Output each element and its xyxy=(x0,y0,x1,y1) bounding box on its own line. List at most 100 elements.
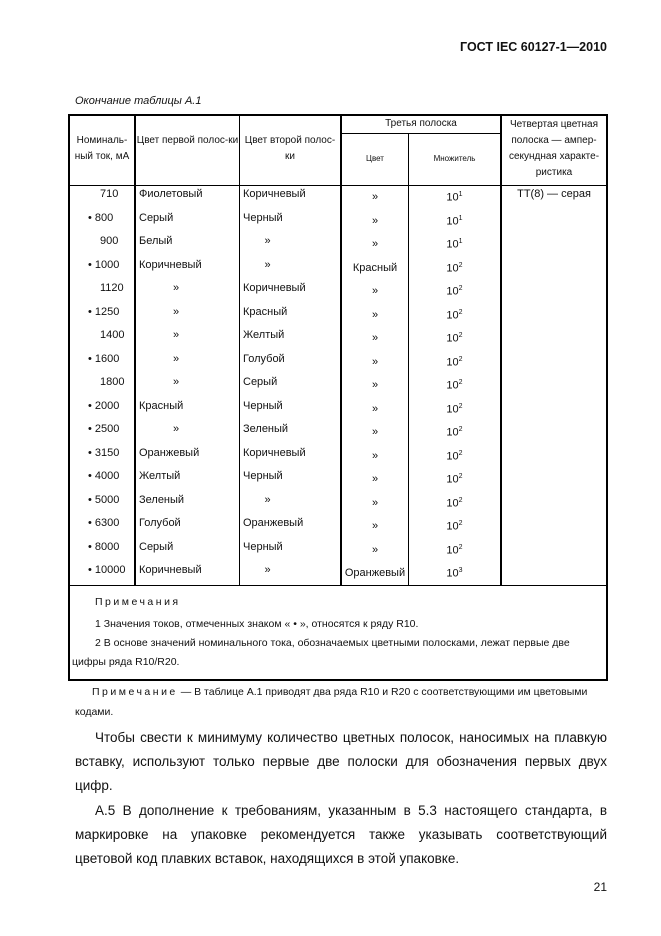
third-stripe-color: » xyxy=(371,238,379,250)
multiplier: 103 xyxy=(409,567,500,580)
third-stripe-color: » xyxy=(371,379,379,391)
notes-title: Примечания xyxy=(95,596,181,608)
document-header: ГОСТ IEC 60127-1—2010 xyxy=(460,40,607,54)
multiplier-exponent: 2 xyxy=(458,543,463,551)
multiplier-exponent: 1 xyxy=(458,238,463,245)
body-text: Чтобы свести к минимуму количество цветн… xyxy=(75,726,607,872)
header-second-stripe: Цвет второй полос-ки xyxy=(244,135,336,162)
current-value: • 2000 xyxy=(88,399,120,412)
multiplier: 102 xyxy=(409,520,500,533)
multiplier: 101 xyxy=(409,215,500,228)
current-value: • 1600 xyxy=(88,352,120,365)
multiplier-base: 10 xyxy=(446,238,459,251)
multiplier-exponent: 3 xyxy=(458,567,463,574)
header-third-color: Цвет xyxy=(366,154,384,163)
current-value: 1400 xyxy=(100,329,125,341)
multiplier: 102 xyxy=(409,497,500,510)
current-value: • 5000 xyxy=(88,493,120,506)
third-stripe-color: » xyxy=(371,496,379,509)
first-stripe-color: » xyxy=(172,282,180,294)
multiplier-base: 10 xyxy=(446,191,459,204)
multiplier-exponent: 2 xyxy=(458,520,463,527)
multiplier-exponent: 1 xyxy=(458,214,463,222)
current-value: 1120 xyxy=(100,282,124,294)
multiplier-exponent: 2 xyxy=(458,308,463,316)
multiplier-exponent: 2 xyxy=(458,473,463,480)
after-table-note: Примечание — В таблице А.1 приводят два … xyxy=(92,686,587,698)
multiplier-base: 10 xyxy=(446,262,459,275)
first-stripe-color: » xyxy=(172,376,180,388)
multiplier-base: 10 xyxy=(446,567,459,580)
multiplier-exponent: 2 xyxy=(458,449,463,457)
second-stripe-color: Желтый xyxy=(243,329,285,341)
third-stripe-color: » xyxy=(371,449,379,462)
multiplier-exponent: 2 xyxy=(458,402,463,410)
second-stripe-color: » xyxy=(264,258,271,271)
current-value: • 10000 xyxy=(88,564,126,576)
fourth-stripe-value: ТТ(8) — серая xyxy=(517,188,591,200)
multiplier-exponent: 2 xyxy=(458,285,463,292)
current-value: • 2500 xyxy=(88,423,120,435)
third-stripe-color: Оранжевый xyxy=(344,567,406,579)
current-value: • 1250 xyxy=(88,305,120,318)
multiplier-exponent: 2 xyxy=(458,426,463,433)
header-third-stripe: Третья полоска xyxy=(385,118,457,129)
multiplier-base: 10 xyxy=(446,403,459,416)
current-value: 710 xyxy=(100,188,119,200)
second-stripe-color: Серый xyxy=(243,376,278,388)
multiplier: 102 xyxy=(409,426,500,439)
multiplier: 102 xyxy=(409,285,500,298)
header-first-stripe: Цвет первой полос-ки xyxy=(136,135,239,146)
multiplier: 101 xyxy=(409,238,500,251)
multiplier-exponent: 2 xyxy=(458,261,463,269)
multiplier: 102 xyxy=(409,403,500,416)
second-stripe-color: Оранжевый xyxy=(243,517,304,529)
second-stripe-color: Черный xyxy=(243,211,283,224)
multiplier: 102 xyxy=(409,379,500,392)
note-label: Примечание xyxy=(92,686,178,698)
multiplier: 101 xyxy=(409,191,500,204)
header-third-multiplier: Множитель xyxy=(433,154,476,163)
third-stripe-color: » xyxy=(371,308,379,321)
first-stripe-color: Оранжевый xyxy=(139,446,200,459)
multiplier-base: 10 xyxy=(446,332,459,345)
multiplier: 102 xyxy=(409,544,500,557)
multiplier-exponent: 2 xyxy=(458,332,463,339)
multiplier: 102 xyxy=(409,262,500,275)
third-stripe-color: » xyxy=(371,214,379,227)
second-stripe-color: » xyxy=(264,235,271,247)
note-1: 1 Значения токов, отмеченных знаком « • … xyxy=(95,618,419,630)
first-stripe-color: » xyxy=(172,305,180,318)
third-stripe-color: » xyxy=(371,520,379,532)
paragraph: Чтобы свести к минимуму количество цветн… xyxy=(75,730,607,793)
second-stripe-color: » xyxy=(264,564,271,576)
multiplier-exponent: 2 xyxy=(458,496,463,504)
header-fourth-stripe: Четвертая цветная полоска — ампер-секунд… xyxy=(508,119,600,178)
second-stripe-color: Красный xyxy=(243,305,288,318)
multiplier-base: 10 xyxy=(446,215,459,228)
multiplier-base: 10 xyxy=(446,520,459,533)
first-stripe-color: Коричневый xyxy=(139,564,202,576)
second-stripe-color: Зеленый xyxy=(243,423,289,435)
third-stripe-color: » xyxy=(371,332,379,344)
multiplier: 102 xyxy=(409,309,500,322)
current-value: • 3150 xyxy=(88,446,120,459)
first-stripe-color: Серый xyxy=(139,211,174,224)
multiplier: 102 xyxy=(409,332,500,345)
multiplier-base: 10 xyxy=(446,379,459,392)
multiplier-base: 10 xyxy=(446,473,459,486)
multiplier-base: 10 xyxy=(446,450,459,463)
second-stripe-color: » xyxy=(264,493,271,506)
second-stripe-color: Голубой xyxy=(243,352,285,365)
paragraph: А.5 В дополнение к требованиям, указанны… xyxy=(75,803,607,866)
multiplier-base: 10 xyxy=(446,356,459,369)
third-stripe-color: Красный xyxy=(352,261,398,274)
current-value: 1800 xyxy=(100,376,125,388)
first-stripe-color: Фиолетовый xyxy=(139,188,203,200)
current-value: • 800 xyxy=(88,211,114,224)
first-stripe-color: Зеленый xyxy=(139,493,185,506)
first-stripe-color: » xyxy=(172,329,180,341)
first-stripe-color: Белый xyxy=(139,235,173,247)
multiplier: 102 xyxy=(409,473,500,486)
current-value: • 4000 xyxy=(88,470,120,482)
